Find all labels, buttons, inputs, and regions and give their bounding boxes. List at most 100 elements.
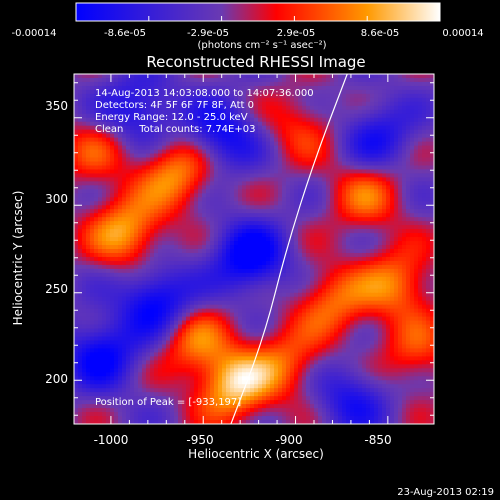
heatmap-cell <box>318 157 323 163</box>
heatmap-cell <box>322 233 327 238</box>
heatmap-cell <box>414 209 419 214</box>
heatmap-cell <box>174 252 179 258</box>
heatmap-cell <box>114 264 119 270</box>
heatmap-cell <box>122 161 127 167</box>
heatmap-cell <box>422 157 427 163</box>
heatmap-cell <box>110 288 115 294</box>
heatmap-cell <box>170 153 175 159</box>
heatmap-cell <box>154 193 159 198</box>
heatmap-cell <box>362 165 367 171</box>
heatmap-cell <box>270 241 275 246</box>
heatmap-cell <box>246 205 251 210</box>
heatmap-cell <box>134 284 139 290</box>
heatmap-cell <box>150 101 155 107</box>
heatmap-cell <box>338 280 343 286</box>
heatmap-cell <box>226 161 231 167</box>
heatmap-cell <box>170 245 175 250</box>
heatmap-cell <box>318 280 323 286</box>
heatmap-cell <box>210 165 215 171</box>
heatmap-cell <box>214 264 219 270</box>
heatmap-cell <box>410 113 415 119</box>
heatmap-cell <box>334 233 339 238</box>
heatmap-cell <box>250 237 255 242</box>
heatmap-cell <box>326 225 331 230</box>
heatmap-cell <box>118 252 123 258</box>
heatmap-cell <box>146 256 151 262</box>
heatmap-cell <box>422 288 427 294</box>
heatmap-cell <box>298 125 303 131</box>
heatmap-cell <box>170 173 175 179</box>
heatmap-cell <box>262 288 267 294</box>
heatmap-cell <box>238 249 243 254</box>
heatmap-cell <box>174 237 179 242</box>
heatmap-cell <box>354 252 359 258</box>
heatmap-cell <box>214 225 219 230</box>
heatmap-cell <box>74 284 79 290</box>
heatmap-cell <box>194 280 199 286</box>
heatmap-cell <box>214 113 219 119</box>
heatmap-cell <box>170 93 175 99</box>
heatmap-cell <box>174 141 179 147</box>
heatmap-cell <box>334 205 339 210</box>
heatmap-cell <box>138 189 143 194</box>
heatmap-cell <box>74 105 79 111</box>
heatmap-cell <box>402 133 407 139</box>
heatmap-cell <box>234 161 239 167</box>
heatmap-cell <box>258 109 263 115</box>
heatmap-cell <box>154 260 159 266</box>
heatmap-cell <box>318 93 323 99</box>
heatmap-cell <box>98 252 103 258</box>
heatmap-cell <box>234 173 239 179</box>
heatmap-cell <box>298 77 303 83</box>
heatmap-cell <box>222 165 227 171</box>
heatmap-cell <box>102 125 107 131</box>
heatmap-cell <box>114 237 119 242</box>
heatmap-cell <box>166 121 171 127</box>
heatmap-cell <box>326 213 331 218</box>
heatmap-cell <box>350 260 355 266</box>
heatmap-cell <box>94 276 99 282</box>
heatmap-cell <box>74 173 79 179</box>
heatmap-cell <box>146 77 151 83</box>
heatmap-cell <box>82 185 87 190</box>
heatmap-cell <box>90 105 95 111</box>
heatmap-cell <box>206 280 211 286</box>
heatmap-cell <box>146 113 151 119</box>
heatmap-cell <box>218 209 223 214</box>
heatmap-cell <box>126 225 131 230</box>
heatmap-cell <box>234 189 239 194</box>
heatmap-cell <box>222 81 227 87</box>
heatmap-cell <box>314 85 319 91</box>
heatmap-cell <box>154 245 159 250</box>
heatmap-cell <box>402 217 407 222</box>
heatmap-cell <box>210 133 215 139</box>
heatmap-cell <box>294 241 299 246</box>
heatmap-cell <box>118 241 123 246</box>
heatmap-cell <box>306 125 311 131</box>
heatmap-cell <box>242 177 247 182</box>
heatmap-cell <box>190 109 195 115</box>
heatmap-cell <box>278 229 283 234</box>
heatmap-cell <box>118 272 123 278</box>
heatmap-cell <box>354 85 359 91</box>
heatmap-cell <box>370 157 375 163</box>
heatmap-cell <box>306 105 311 111</box>
heatmap-cell <box>214 109 219 115</box>
heatmap-cell <box>250 149 255 155</box>
heatmap-cell <box>102 276 107 282</box>
heatmap-cell <box>230 109 235 115</box>
heatmap-cell <box>358 157 363 163</box>
heatmap-cell <box>358 225 363 230</box>
heatmap-cell <box>330 276 335 282</box>
heatmap-cell <box>194 252 199 258</box>
heatmap-cell <box>406 233 411 238</box>
heatmap-cell <box>98 284 103 290</box>
heatmap-cell <box>410 89 415 95</box>
heatmap-cell <box>418 229 423 234</box>
heatmap-cell <box>78 189 83 194</box>
heatmap-cell <box>290 85 295 91</box>
heatmap-cell <box>310 157 315 163</box>
heatmap-cell <box>154 113 159 119</box>
heatmap-cell <box>374 177 379 182</box>
heatmap-cell <box>110 260 115 266</box>
